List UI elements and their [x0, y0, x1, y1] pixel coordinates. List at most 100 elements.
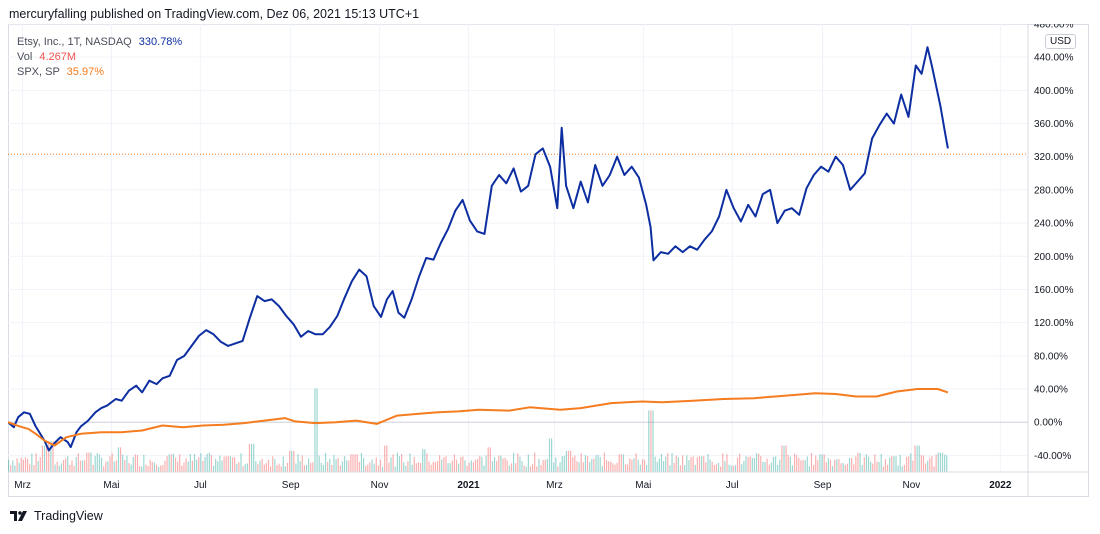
- volume-bar: [8, 459, 10, 472]
- volume-bar: [671, 452, 673, 472]
- volume-bar: [724, 461, 726, 472]
- legend-etsy[interactable]: Etsy, Inc., 1T, NASDAQ 330.78%: [17, 35, 182, 50]
- volume-bar: [274, 458, 276, 472]
- volume-bar: [284, 466, 286, 472]
- volume-bar: [487, 447, 489, 472]
- volume-bar: [269, 466, 272, 472]
- volume-bar: [836, 459, 838, 472]
- volume-bar: [166, 456, 168, 472]
- volume-bar: [14, 465, 16, 472]
- volume-bar: [696, 457, 698, 472]
- x-tick-label: Mrz: [14, 480, 31, 491]
- volume-bar: [308, 458, 310, 472]
- volume-bar: [703, 456, 705, 472]
- x-tick-label: Sep: [282, 480, 300, 491]
- volume-bar: [289, 450, 291, 472]
- volume-bar: [743, 460, 745, 472]
- x-tick-label: Nov: [903, 480, 921, 491]
- volume-bar: [701, 456, 703, 472]
- volume-bar: [736, 457, 739, 472]
- volume-bar: [924, 463, 927, 472]
- volume-bar: [834, 459, 836, 472]
- volume-bar: [591, 458, 593, 472]
- volume-bar: [802, 459, 804, 472]
- volume-bar: [715, 464, 718, 472]
- volume-bar: [599, 457, 601, 472]
- volume-bar: [720, 466, 722, 472]
- volume-bar: [627, 464, 629, 472]
- volume-bar: [500, 455, 502, 472]
- volume-bar: [555, 457, 557, 472]
- volume-bar: [485, 455, 487, 472]
- volume-bar: [360, 452, 363, 472]
- volume-bar: [65, 458, 67, 472]
- volume-bar: [635, 453, 637, 472]
- volume-bar: [665, 456, 667, 472]
- currency-badge[interactable]: USD: [1045, 34, 1077, 49]
- volume-bar: [857, 452, 859, 472]
- volume-bar: [927, 460, 929, 472]
- volume-bar: [650, 410, 652, 472]
- x-tick-label: Nov: [371, 480, 389, 491]
- volume-bar: [153, 462, 155, 472]
- volume-bar: [730, 465, 732, 472]
- volume-bar: [679, 465, 682, 472]
- price-chart[interactable]: -40.00% 0.00% 40.00% 80.00% 120.00% 160.00% 20…: [8, 24, 1089, 497]
- volume-bar: [225, 456, 227, 472]
- volume-bar: [396, 452, 398, 472]
- volume-bar: [922, 455, 925, 472]
- volume-bar: [939, 452, 941, 472]
- tradingview-brand[interactable]: TradingView: [10, 509, 103, 523]
- volume-bar: [248, 443, 251, 472]
- volume-bar: [895, 456, 897, 472]
- volume-bar: [384, 445, 386, 472]
- volume-bar: [210, 455, 213, 472]
- volume-bar: [460, 456, 462, 472]
- volume-bar: [443, 457, 445, 472]
- volume-bar: [324, 453, 327, 472]
- volume-bar: [711, 461, 713, 472]
- volume-bar: [825, 462, 827, 472]
- volume-bar: [570, 450, 572, 472]
- volume-bar: [221, 460, 223, 472]
- volume-bar: [705, 462, 707, 472]
- volume-bar: [897, 465, 899, 472]
- volume-bar: [60, 463, 63, 472]
- volume-bar: [193, 454, 196, 472]
- volume-bar: [386, 445, 388, 472]
- volume-bar: [126, 455, 128, 472]
- volume-bar: [204, 456, 206, 472]
- volume-bar: [815, 455, 817, 472]
- volume-bar: [908, 456, 910, 472]
- volume-bar: [24, 457, 27, 472]
- volume-bar: [31, 453, 33, 472]
- volume-bar: [79, 460, 82, 472]
- volume-bar: [134, 454, 136, 472]
- volume-bar: [187, 461, 189, 472]
- volume-bar: [905, 456, 908, 472]
- volume-bar: [348, 460, 350, 472]
- y-tick-label: 160.00%: [1034, 285, 1074, 296]
- volume-bar: [403, 462, 405, 472]
- volume-bar: [766, 458, 768, 472]
- volume-bar: [810, 452, 813, 472]
- volume-bar: [567, 450, 570, 472]
- volume-bar: [662, 461, 665, 472]
- volume-bar: [800, 460, 802, 472]
- volume-bar: [263, 464, 265, 472]
- volume-bar: [470, 460, 472, 472]
- volume-bar: [553, 462, 555, 472]
- volume-bar: [447, 463, 449, 472]
- y-tick-label: 80.00%: [1034, 351, 1068, 362]
- legend-spx[interactable]: SPX, SP 35.97%: [17, 65, 182, 80]
- legend-volume[interactable]: Vol 4.267M: [17, 50, 182, 65]
- volume-bar: [821, 454, 823, 472]
- volume-bar: [793, 453, 796, 472]
- y-tick-label: 480.00%: [1034, 24, 1074, 31]
- volume-bar: [787, 454, 789, 472]
- volume-bar: [301, 455, 303, 472]
- volume-bar: [346, 460, 348, 472]
- volume-bar: [646, 464, 648, 472]
- volume-bar: [595, 455, 597, 472]
- volume-bar: [130, 464, 132, 472]
